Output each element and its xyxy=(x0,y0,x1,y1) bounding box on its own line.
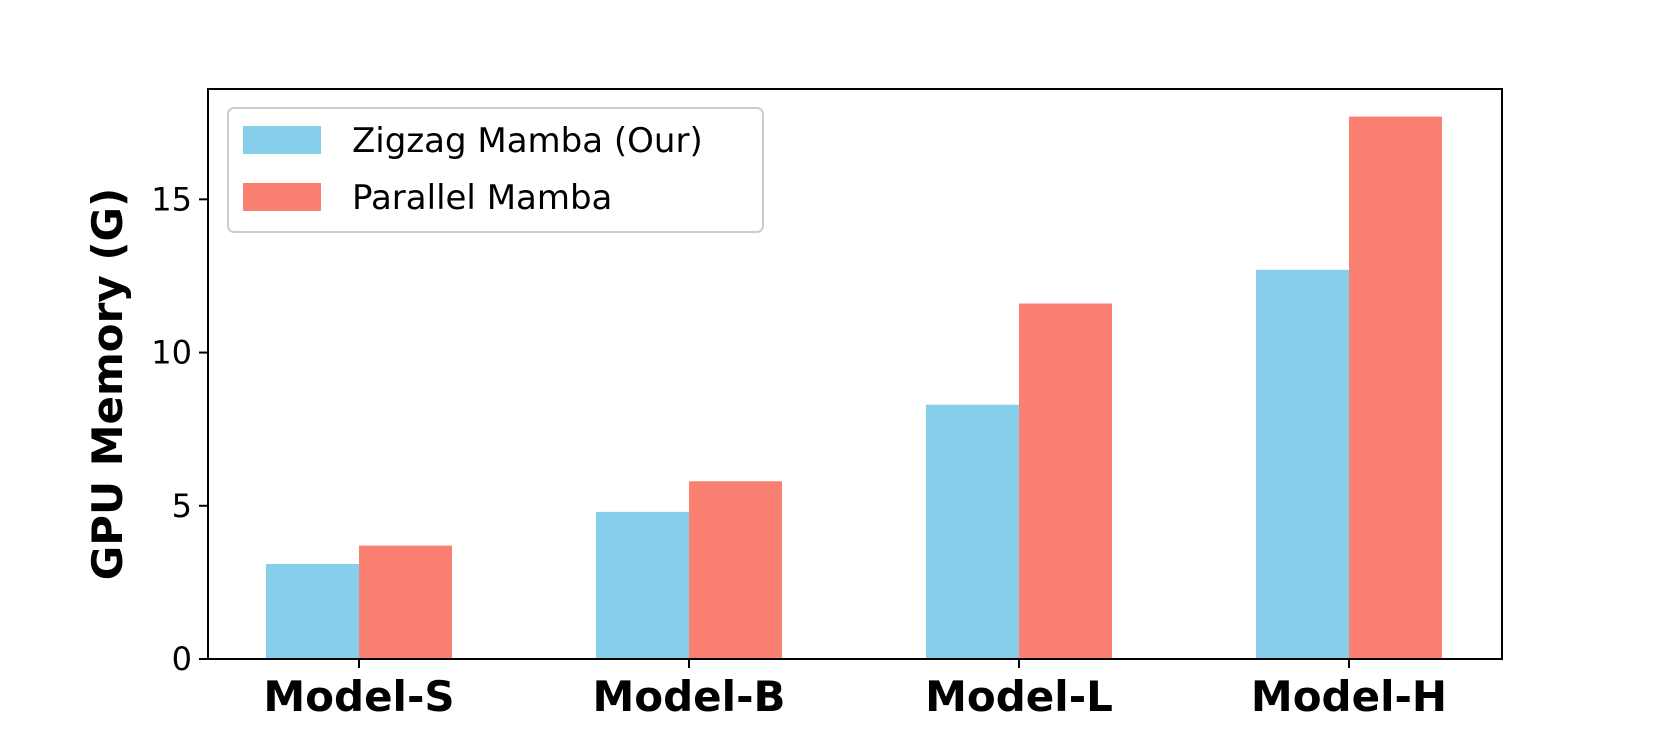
legend: Zigzag Mamba (Our) Parallel Mamba xyxy=(227,107,764,233)
y-axis-label: GPU Memory (G) xyxy=(83,188,132,580)
bar-zigzag-mamba-our-model-b xyxy=(596,511,689,659)
legend-box xyxy=(227,107,764,233)
bar-parallel-mamba-model-b xyxy=(689,481,782,659)
bar-zigzag-mamba-our-model-s xyxy=(266,564,359,659)
x-tick-label-model-h: Model-H xyxy=(1251,672,1447,721)
bar-parallel-mamba-model-l xyxy=(1019,303,1112,659)
y-tick-label-5: 5 xyxy=(172,487,192,525)
x-tick-label-model-l: Model-L xyxy=(925,672,1113,721)
bar-parallel-mamba-model-s xyxy=(359,545,452,659)
legend-label-parallel-mamba: Parallel Mamba xyxy=(352,178,612,218)
x-tick-label-model-b: Model-B xyxy=(592,672,785,721)
y-tick-label-0: 0 xyxy=(172,640,192,678)
legend-label-zigzag-mamba: Zigzag Mamba (Our) xyxy=(352,121,703,161)
bars-layer xyxy=(266,116,1442,660)
plot-frame xyxy=(207,88,1503,660)
bar-zigzag-mamba-our-model-h xyxy=(1256,269,1349,659)
x-tick-label-model-s: Model-S xyxy=(263,672,454,721)
y-tick-label-10: 10 xyxy=(151,334,192,372)
x-ticks-layer: Model-S Model-B Model-L Model-H xyxy=(263,659,1447,721)
legend-swatch-parallel-mamba xyxy=(243,183,321,211)
y-ticks-layer: 0 5 10 15 xyxy=(151,180,208,678)
bar-zigzag-mamba-our-model-l xyxy=(926,404,1019,659)
bar-parallel-mamba-model-h xyxy=(1349,116,1442,660)
legend-swatch-zigzag-mamba xyxy=(243,126,321,154)
y-tick-label-15: 15 xyxy=(151,180,192,218)
